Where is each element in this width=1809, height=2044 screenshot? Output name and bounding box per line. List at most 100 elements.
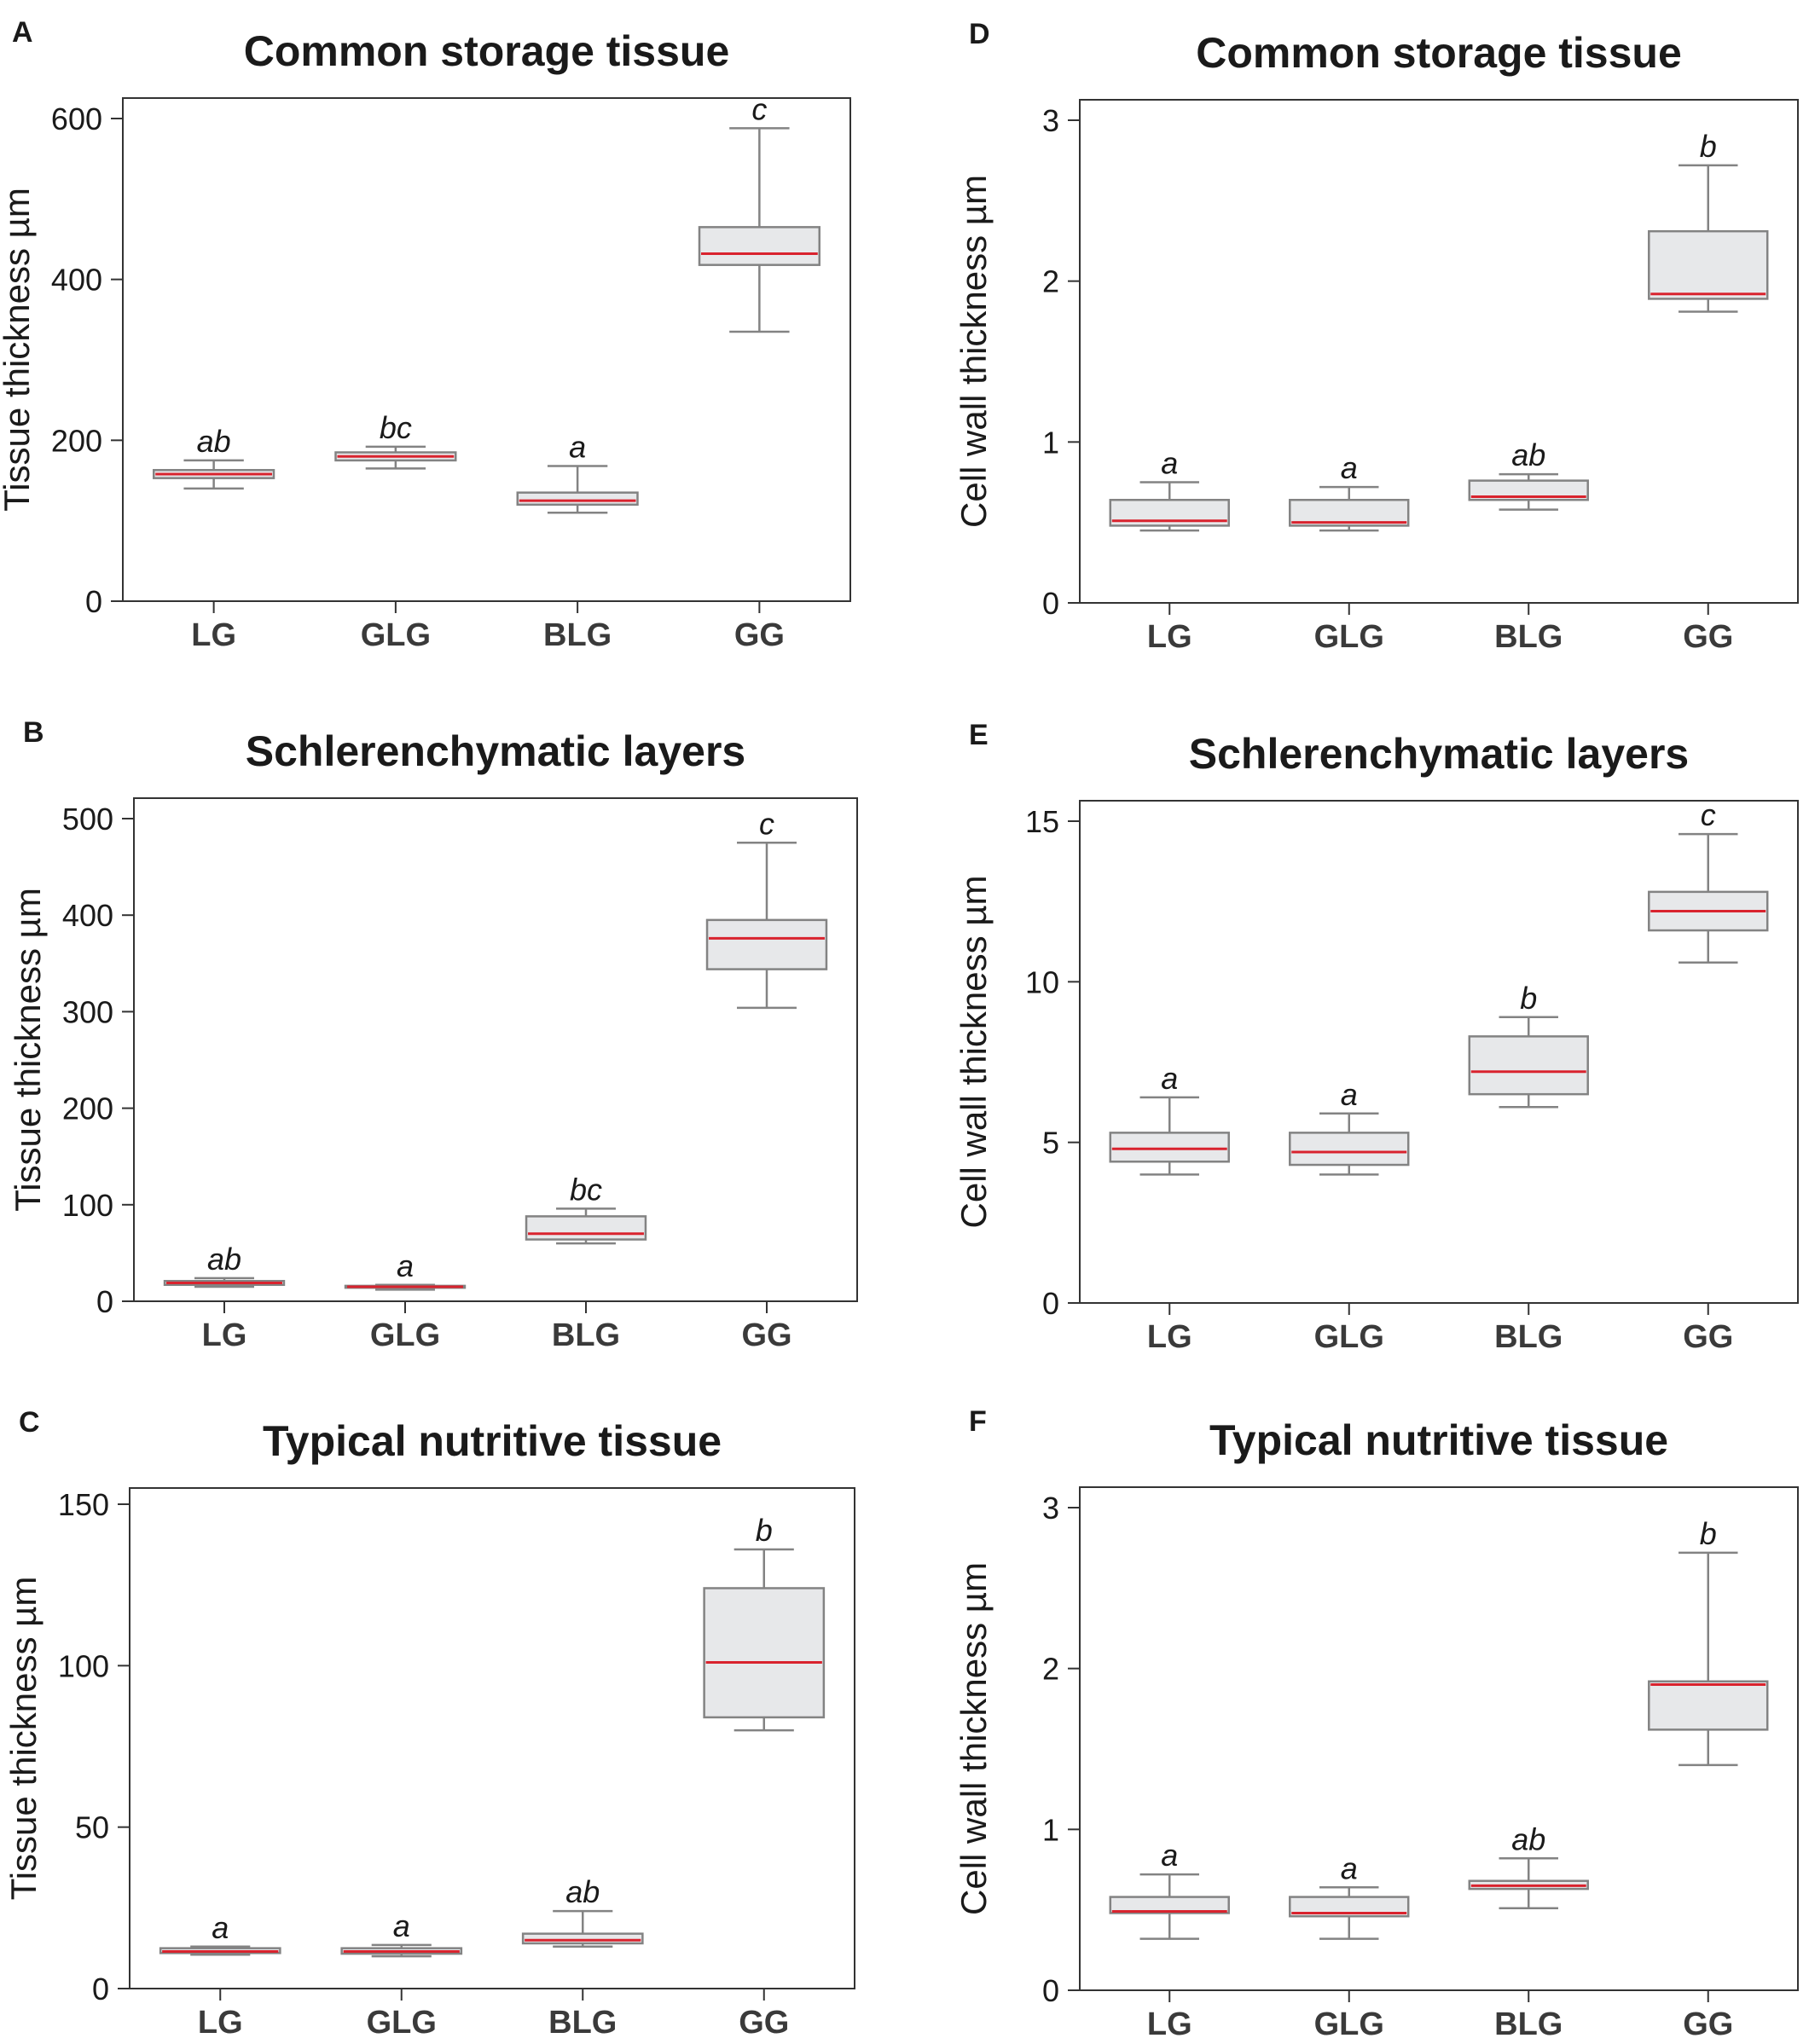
x-tick-label-glg: GLG [1314, 619, 1384, 655]
plot-frame [1079, 800, 1799, 1304]
significance-letter: bc [570, 1172, 602, 1207]
box-blg: ab [521, 1874, 644, 1948]
y-tick-label: 100 [58, 1648, 109, 1683]
y-tick-label: 15 [1025, 804, 1059, 839]
box-iqr [1109, 1896, 1230, 1914]
y-tick-label: 50 [75, 1810, 109, 1845]
x-tick-label-blg: BLG [543, 617, 612, 653]
x-tick-label-gg: GG [734, 617, 785, 653]
x-tick-label-gg: GG [1683, 2006, 1733, 2042]
box-glg: a [1289, 450, 1410, 532]
significance-letter: ab [197, 424, 231, 459]
y-tick-label: 5 [1042, 1126, 1059, 1161]
box-glg: bc [334, 410, 457, 470]
y-tick-label: 150 [58, 1487, 109, 1522]
plot-frame [133, 797, 858, 1302]
panel-letter-e: E [969, 719, 989, 751]
y-tick-label: 400 [51, 263, 102, 298]
box-lg: a [1109, 1061, 1230, 1176]
box-glg: a [340, 1908, 463, 1958]
y-tick-label: 0 [1042, 1286, 1059, 1321]
chart-title: Common storage tissue [1196, 29, 1682, 77]
box-blg: bc [525, 1172, 647, 1245]
y-axis-label: Tissue thickness µm [3, 1577, 43, 1901]
panel-a: A Common storage tissue 0 200 400 600 Tissue t… [0, 16, 851, 653]
chart-title: Typical nutritive tissue [1209, 1416, 1668, 1464]
significance-letter: a [1161, 1838, 1178, 1873]
y-tick-label: 100 [62, 1188, 113, 1223]
significance-letter: a [1161, 446, 1178, 481]
x-tick-label-gg: GG [1683, 619, 1733, 655]
y-tick-label: 10 [1025, 964, 1059, 999]
y-tick-label: 2 [1042, 264, 1059, 299]
x-tick-label-glg: GLG [367, 2005, 437, 2041]
box-iqr [1468, 479, 1589, 501]
y-tick-label: 0 [1042, 1973, 1059, 2008]
plot-frame [1079, 1486, 1799, 1991]
box-iqr [698, 226, 820, 266]
y-tick-label: 0 [1042, 586, 1059, 621]
y-tick-label: 300 [62, 994, 113, 1029]
x-tick-label-lg: LG [1147, 2006, 1192, 2042]
panel-letter-f: F [969, 1405, 987, 1438]
x-tick-label-blg: BLG [1494, 2006, 1563, 2042]
x-tick-label-lg: LG [1147, 619, 1192, 655]
plot-frame [1079, 99, 1799, 604]
significance-letter: ab [1511, 1821, 1545, 1856]
panel-f: F Typical nutritive tissue 0 1 2 3 Cell wall t… [954, 1405, 1799, 2042]
panel-letter-b: B [23, 716, 44, 749]
box-lg: a [159, 1910, 281, 1956]
significance-letter: a [1341, 450, 1358, 485]
y-tick-label: 1 [1042, 1812, 1059, 1847]
box-iqr [1289, 1132, 1410, 1167]
significance-letter: ab [565, 1874, 600, 1909]
x-tick-label-lg: LG [198, 2005, 243, 2041]
box-lg: ab [153, 424, 275, 490]
panel-letter-d: D [969, 18, 990, 50]
x-tick-label-glg: GLG [1314, 2006, 1384, 2042]
significance-letter: bc [380, 410, 412, 445]
y-tick-label: 400 [62, 898, 113, 933]
x-tick-label-blg: BLG [552, 1317, 620, 1353]
significance-letter: ab [1511, 437, 1545, 472]
panel-e: E Schlerenchymatic layers 0 5 10 15 Cell wall … [954, 719, 1799, 1355]
box-gg: b [703, 1513, 826, 1732]
y-tick-label: 3 [1042, 103, 1059, 138]
box-glg: a [1289, 1850, 1410, 1940]
y-tick-label: 3 [1042, 1491, 1059, 1526]
plot-frame [129, 1487, 855, 1989]
y-axis-label: Cell wall thickness µm [954, 876, 994, 1229]
box-gg: c [698, 91, 820, 333]
box-glg: a [1289, 1077, 1410, 1176]
box-iqr [516, 491, 639, 507]
box-iqr [1468, 1035, 1589, 1096]
x-tick-label-gg: GG [741, 1317, 791, 1353]
panel-c: C Typical nutritive tissue 0 50 100 150 Tissue… [3, 1406, 855, 2041]
box-iqr [703, 1587, 826, 1719]
box-iqr [1109, 1132, 1230, 1163]
y-tick-label: 200 [51, 423, 102, 458]
box-lg: a [1109, 446, 1230, 532]
box-iqr [705, 918, 828, 970]
x-tick-label-glg: GLG [1314, 1319, 1384, 1355]
box-lg: ab [163, 1242, 286, 1288]
x-tick-label-blg: BLG [1494, 619, 1563, 655]
y-axis-label: Tissue thickness µm [0, 188, 37, 512]
significance-letter: c [1701, 797, 1716, 832]
significance-letter: b [1700, 1516, 1717, 1551]
x-tick-label-lg: LG [202, 1317, 247, 1353]
significance-letter: ab [207, 1242, 241, 1277]
box-gg: c [1648, 797, 1769, 964]
x-tick-label-blg: BLG [1494, 1319, 1563, 1355]
y-tick-label: 200 [62, 1091, 113, 1126]
y-axis-label: Tissue thickness µm [8, 888, 48, 1212]
chart-title: Schlerenchymatic layers [246, 727, 745, 775]
panel-b: B Schlerenchymatic layers 0 100 200 300 400 500… [8, 716, 858, 1353]
box-blg: b [1468, 981, 1589, 1109]
box-glg: a [344, 1248, 467, 1291]
y-axis-label: Cell wall thickness µm [954, 1562, 994, 1915]
y-tick-label: 0 [92, 1972, 109, 2006]
box-lg: a [1109, 1838, 1230, 1940]
significance-letter: a [1161, 1061, 1178, 1096]
